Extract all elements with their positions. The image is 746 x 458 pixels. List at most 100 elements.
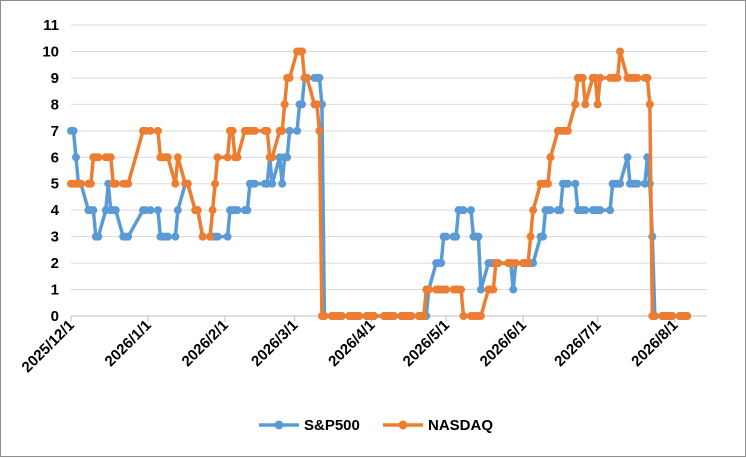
data-point-nasdaq xyxy=(153,126,162,135)
y-tick-label: 9 xyxy=(51,70,59,87)
data-point-nasdaq xyxy=(280,100,289,109)
data-point-sp500 xyxy=(285,126,294,135)
data-point-nasdaq xyxy=(124,179,133,188)
data-point-nasdaq xyxy=(206,232,215,241)
data-point-nasdaq xyxy=(457,285,466,294)
data-point-nasdaq xyxy=(389,312,398,320)
data-point-nasdaq xyxy=(616,47,625,56)
data-point-nasdaq xyxy=(211,179,220,188)
data-point-sp500 xyxy=(452,232,461,241)
legend-label-sp500: S&P500 xyxy=(304,417,360,434)
data-point-nasdaq xyxy=(668,312,677,320)
data-point-nasdaq xyxy=(442,285,451,294)
series-line-sp500 xyxy=(71,76,688,318)
data-point-nasdaq xyxy=(578,73,587,82)
y-tick-label: 4 xyxy=(51,202,60,219)
data-point-nasdaq xyxy=(285,73,294,82)
data-point-sp500 xyxy=(476,285,485,294)
data-point-nasdaq xyxy=(407,312,416,320)
x-tick-label: 2026/8/1 xyxy=(628,317,681,370)
data-point-nasdaq xyxy=(544,179,552,188)
data-point-nasdaq xyxy=(303,73,312,82)
data-point-nasdaq xyxy=(494,259,503,268)
data-point-nasdaq xyxy=(263,126,272,135)
data-point-sp500 xyxy=(474,232,483,241)
data-point-nasdaq xyxy=(546,153,555,162)
x-tick-label: 2026/2/1 xyxy=(179,317,232,370)
y-tick-label: 6 xyxy=(51,149,59,166)
data-point-sp500 xyxy=(581,206,590,215)
data-point-nasdaq xyxy=(370,312,379,320)
data-point-sp500 xyxy=(173,206,182,215)
data-point-sp500 xyxy=(250,179,259,188)
data-point-nasdaq xyxy=(320,312,329,320)
data-point-sp500 xyxy=(153,206,162,215)
x-tick-label: 2026/7/1 xyxy=(551,317,604,370)
data-point-sp500 xyxy=(89,206,98,215)
data-point-nasdaq xyxy=(228,126,237,135)
data-point-sp500 xyxy=(539,232,548,241)
data-point-nasdaq xyxy=(563,126,572,135)
data-point-nasdaq xyxy=(476,312,485,320)
data-point-nasdaq xyxy=(645,100,654,109)
data-point-nasdaq xyxy=(193,206,202,215)
data-point-sp500 xyxy=(223,232,232,241)
y-tick-label: 1 xyxy=(51,282,59,299)
x-tick-label: 2025/12/1 xyxy=(19,317,78,376)
data-point-nasdaq xyxy=(223,153,232,162)
data-point-sp500 xyxy=(437,259,446,268)
data-point-nasdaq xyxy=(683,312,692,320)
data-point-nasdaq xyxy=(208,206,217,215)
data-point-sp500 xyxy=(146,206,155,215)
data-point-nasdaq xyxy=(146,126,155,135)
data-point-nasdaq xyxy=(278,126,287,135)
data-point-sp500 xyxy=(623,153,632,162)
data-point-sp500 xyxy=(268,179,277,188)
data-point-sp500 xyxy=(556,206,565,215)
data-point-sp500 xyxy=(315,73,324,82)
data-point-sp500 xyxy=(298,100,307,109)
data-point-nasdaq xyxy=(511,259,520,268)
data-point-nasdaq xyxy=(76,179,85,188)
data-point-nasdaq xyxy=(268,153,277,162)
data-point-sp500 xyxy=(278,179,287,188)
data-point-sp500 xyxy=(293,126,302,135)
data-point-sp500 xyxy=(171,232,180,241)
data-point-nasdaq xyxy=(183,179,192,188)
data-point-nasdaq xyxy=(593,100,602,109)
x-tick-label: 2026/1/1 xyxy=(102,317,155,370)
x-tick-label: 2026/5/1 xyxy=(400,317,453,370)
series xyxy=(67,47,692,320)
data-point-nasdaq xyxy=(613,73,622,82)
data-point-nasdaq xyxy=(529,206,538,215)
data-point-nasdaq xyxy=(250,126,259,135)
data-point-sp500 xyxy=(243,206,252,215)
data-point-nasdaq xyxy=(459,312,468,320)
x-tick-label: 2026/6/1 xyxy=(477,317,530,370)
data-point-nasdaq xyxy=(86,179,95,188)
data-point-sp500 xyxy=(616,179,625,188)
data-point-sp500 xyxy=(563,179,572,188)
data-point-nasdaq xyxy=(643,73,652,82)
x-tick-label: 2026/3/1 xyxy=(248,317,301,370)
x-tick-label: 2026/4/1 xyxy=(325,317,378,370)
data-point-nasdaq xyxy=(163,153,172,162)
y-tick-label: 7 xyxy=(51,123,59,140)
data-point-nasdaq xyxy=(173,153,182,162)
y-tick-label: 3 xyxy=(51,229,59,246)
data-point-nasdaq xyxy=(526,232,535,241)
series-nasdaq xyxy=(67,47,692,320)
legend-label-nasdaq: NASDAQ xyxy=(428,417,493,434)
data-point-nasdaq xyxy=(106,153,115,162)
series-sp500 xyxy=(67,73,692,320)
data-point-sp500 xyxy=(213,232,222,241)
legend-entry-nasdaq: NASDAQ xyxy=(383,417,493,434)
legend-entry-sp500: S&P500 xyxy=(259,417,360,434)
data-point-sp500 xyxy=(124,232,133,241)
data-point-nasdaq xyxy=(581,100,590,109)
data-point-nasdaq xyxy=(94,153,103,162)
data-point-nasdaq xyxy=(213,153,222,162)
data-point-nasdaq xyxy=(596,73,605,82)
